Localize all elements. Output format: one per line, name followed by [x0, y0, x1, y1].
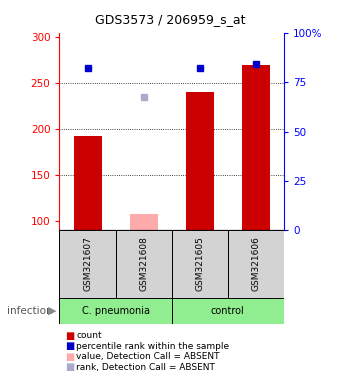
Text: ■: ■ [65, 341, 74, 351]
Bar [59, 230, 116, 298]
Text: ▶: ▶ [49, 306, 57, 316]
Text: ■: ■ [65, 362, 74, 372]
Bar [116, 230, 172, 298]
Text: GSM321606: GSM321606 [251, 237, 260, 291]
Bar [172, 230, 228, 298]
Text: rank, Detection Call = ABSENT: rank, Detection Call = ABSENT [76, 362, 215, 372]
Text: GSM321608: GSM321608 [139, 237, 148, 291]
Text: count: count [76, 331, 102, 341]
Text: ■: ■ [65, 352, 74, 362]
Bar [186, 93, 214, 230]
Bar [228, 230, 284, 298]
Text: GSM321605: GSM321605 [195, 237, 204, 291]
Text: GDS3573 / 206959_s_at: GDS3573 / 206959_s_at [95, 13, 245, 26]
Text: infection: infection [7, 306, 52, 316]
Bar [172, 298, 284, 324]
Bar [59, 298, 172, 324]
Text: ■: ■ [65, 331, 74, 341]
Text: control: control [211, 306, 245, 316]
Bar [73, 136, 102, 230]
Bar [242, 65, 270, 230]
Text: value, Detection Call = ABSENT: value, Detection Call = ABSENT [76, 352, 220, 361]
Text: GSM321607: GSM321607 [83, 237, 92, 291]
Text: C. pneumonia: C. pneumonia [82, 306, 150, 316]
Bar [130, 214, 158, 230]
Text: percentile rank within the sample: percentile rank within the sample [76, 342, 230, 351]
